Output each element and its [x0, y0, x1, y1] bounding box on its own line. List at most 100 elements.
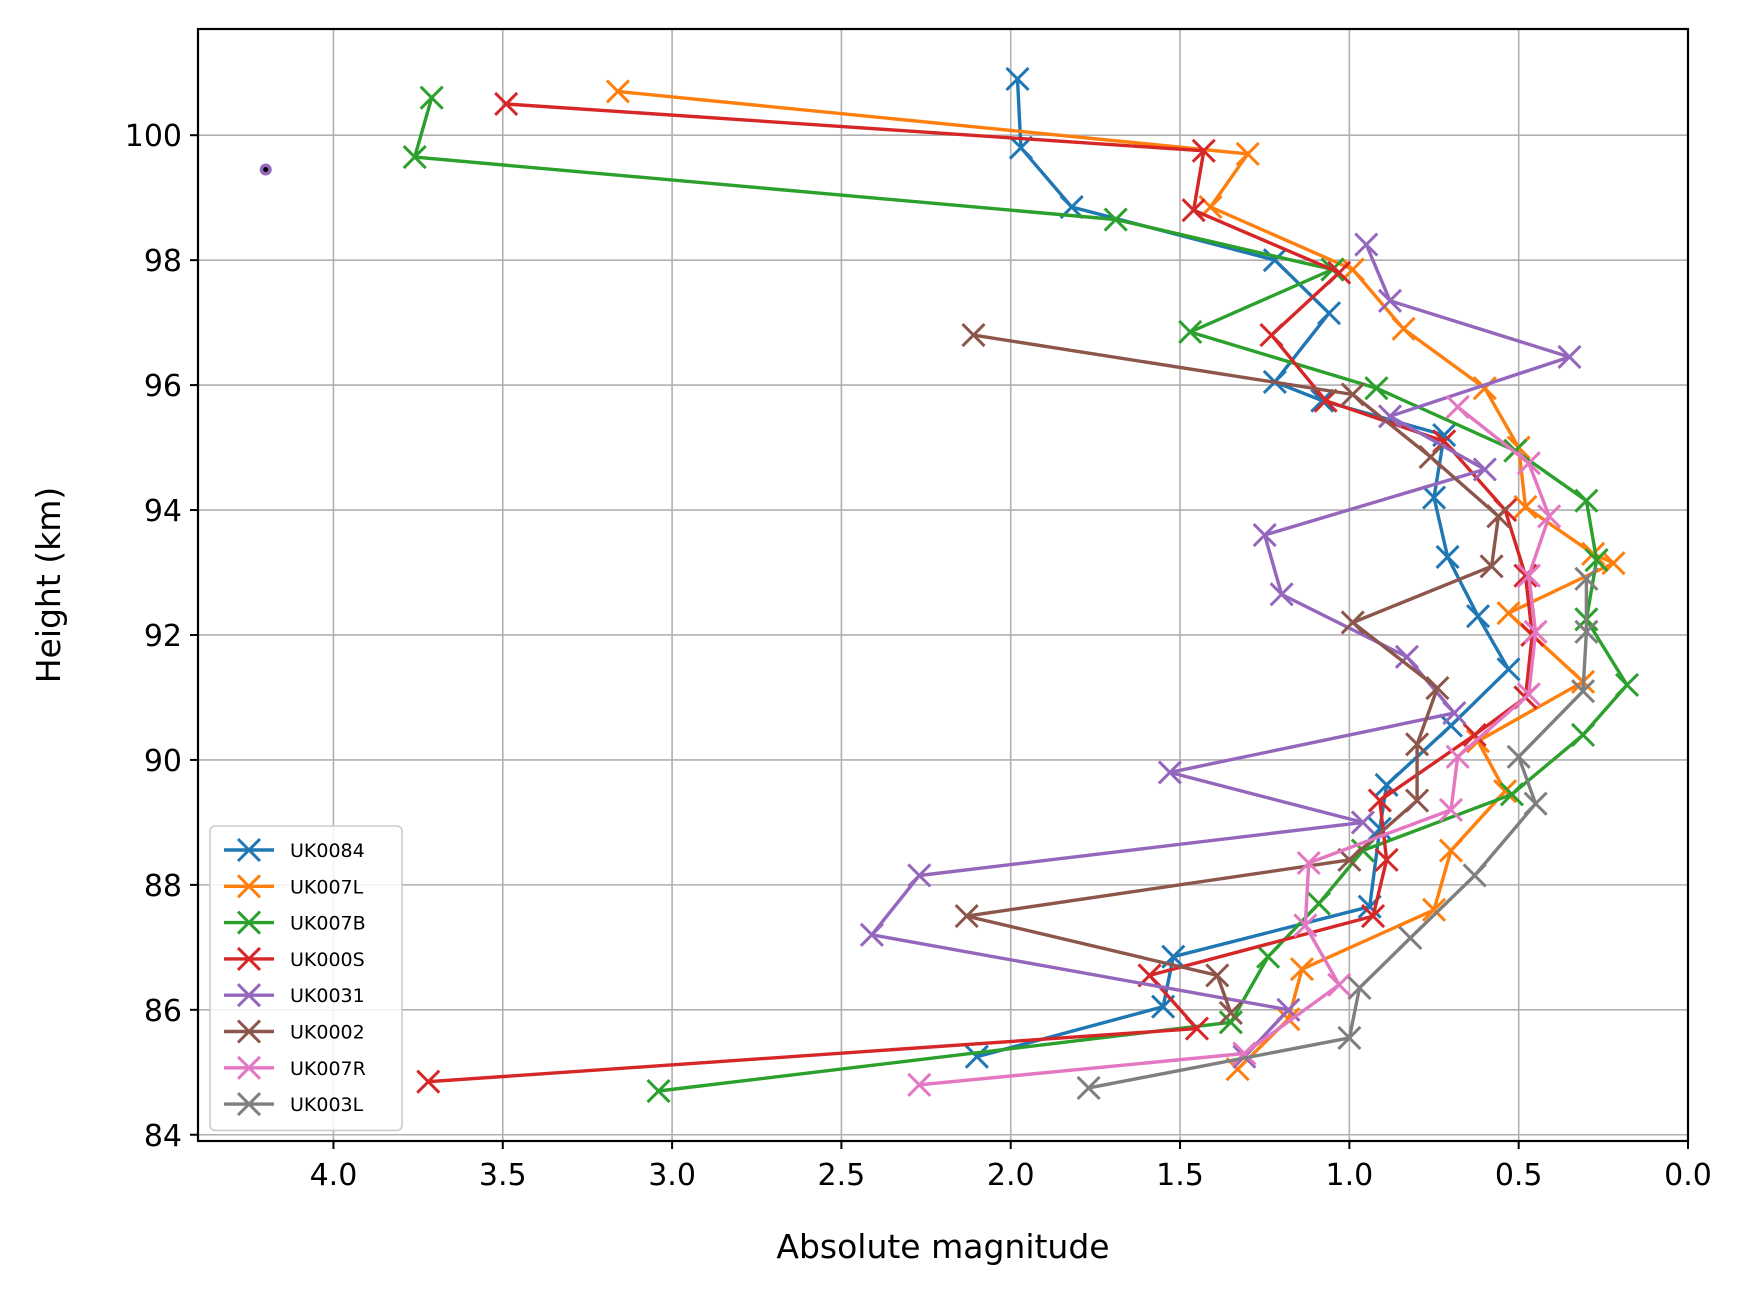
y-axis-title: Height (km) — [29, 487, 68, 684]
data-point-uk007l — [605, 79, 630, 104]
data-point-uk007b — [1178, 319, 1203, 345]
data-point-uk0002 — [1205, 963, 1230, 988]
data-point-uk0084 — [1435, 544, 1460, 569]
data-point-uk000s — [1367, 788, 1392, 813]
data-point-uk007l — [1496, 601, 1521, 626]
data-point-uk0084 — [1421, 485, 1447, 510]
y-tick-label: 84 — [144, 1119, 182, 1154]
y-tick-label: 94 — [144, 494, 182, 529]
x-tick-label: 2.0 — [987, 1158, 1035, 1193]
data-point-uk0084 — [1367, 816, 1392, 841]
legend-label: UK0084 — [290, 840, 365, 862]
legend-entry-uk0084: UK0084 — [224, 837, 365, 863]
data-point-uk000s — [1462, 722, 1487, 747]
data-point-uk0031 — [1252, 522, 1277, 548]
data-point-uk0031 — [1350, 810, 1375, 835]
data-point-uk0031 — [1472, 457, 1497, 482]
legend-label: UK0002 — [290, 1022, 365, 1044]
y-tick-label: 96 — [144, 369, 182, 404]
legend-box — [209, 825, 403, 1132]
data-point-uk007r — [1516, 682, 1541, 707]
data-point-uk0002 — [1486, 504, 1511, 529]
legend-marker — [236, 1019, 262, 1044]
x-tick-label: 3.5 — [479, 1158, 527, 1193]
series-line-uk000s — [428, 102, 1534, 1084]
series-uk0031 — [859, 232, 1582, 1069]
data-point-uk007l — [1421, 897, 1447, 922]
data-point-uk0031 — [1442, 701, 1467, 726]
legend-marker — [236, 946, 262, 971]
legend-entry-uk0031: UK0031 — [224, 983, 365, 1008]
data-point-uk007b — [1574, 488, 1599, 513]
legend-marker — [236, 910, 262, 935]
data-point-uk007r — [1445, 744, 1470, 769]
data-point-uk007b — [1306, 891, 1331, 916]
legend-marker — [236, 1092, 262, 1117]
data-point-uk000s — [416, 1069, 441, 1094]
data-point-uk007r — [1516, 563, 1541, 588]
data-point-uk000s — [1181, 198, 1206, 223]
y-tick-label: 100 — [125, 119, 182, 154]
data-point-uk0031 — [859, 922, 884, 947]
data-point-uk007r — [1516, 451, 1541, 476]
tick-layer: 4.0 3.5 3.0 2.5 2.0 1.5 1.0 0.5 0.0 84 86 88 90 92 94 9… — [125, 119, 1712, 1193]
series-uk003l — [1076, 566, 1599, 1100]
data-point-uk003l — [1506, 744, 1531, 769]
data-point-uk003l — [1398, 925, 1423, 951]
data-point-uk0031 — [1157, 760, 1182, 785]
data-point-uk007b — [1103, 207, 1128, 232]
data-point-uk000s — [1361, 904, 1386, 929]
data-point-uk007r — [1293, 913, 1318, 938]
x-tick-label: 3.0 — [648, 1158, 696, 1193]
data-point-uk007b — [1499, 782, 1524, 807]
data-point-uk007b — [1256, 944, 1281, 969]
data-point-uk007b — [402, 145, 427, 170]
data-point-uk0031 — [1377, 404, 1403, 429]
data-point-uk003l — [1574, 566, 1599, 591]
data-point-uk0031 — [907, 863, 932, 888]
x-tick-label: 2.5 — [818, 1158, 866, 1193]
data-point-uk003l — [1570, 679, 1596, 704]
legend-label: UK007R — [290, 1058, 366, 1080]
data-point-uk0084 — [1496, 657, 1521, 682]
data-point-uk000s — [1184, 1016, 1210, 1041]
data-point-uk0031 — [1557, 344, 1582, 370]
y-tick-label: 86 — [144, 994, 182, 1029]
data-point-uk007r — [1523, 619, 1548, 644]
legend-entry-uk000s: UK000S — [224, 946, 365, 971]
data-point-uk000s — [494, 91, 519, 117]
data-point-uk0031 — [1354, 232, 1379, 257]
series-uk007r — [907, 394, 1562, 1097]
series-line-uk003l — [1088, 578, 1589, 1090]
data-point-uk000s — [1191, 138, 1216, 163]
series-layer — [259, 66, 1640, 1104]
data-point-uk0002 — [1479, 554, 1504, 579]
data-point-uk007b — [1364, 376, 1389, 401]
series-uk0084 — [964, 66, 1521, 1069]
data-point-uk0002 — [1418, 444, 1443, 469]
x-tick-label: 1.0 — [1326, 1158, 1374, 1193]
legend-entry-uk007r: UK007R — [224, 1055, 366, 1080]
legend-entry-uk007b: UK007B — [224, 910, 366, 935]
legend-marker — [236, 837, 262, 863]
data-point-uk007r — [907, 1072, 932, 1097]
data-point-uk0002 — [1425, 676, 1450, 701]
data-point-uk007b — [1570, 722, 1596, 747]
data-point-uk0084 — [1465, 604, 1491, 629]
x-tick-label: 0.5 — [1495, 1158, 1543, 1193]
data-point-uk007l — [1235, 141, 1260, 167]
data-point-uk0002 — [954, 904, 979, 929]
data-point-uk0031 — [1394, 644, 1419, 669]
data-point-uk007l — [1391, 316, 1416, 341]
legend-marker — [236, 874, 262, 899]
legend-marker — [236, 1055, 262, 1080]
legend-label: UK007B — [290, 913, 366, 935]
data-point-uk003l — [1337, 1025, 1362, 1050]
data-point-uk0002 — [1405, 788, 1430, 813]
data-point-uk0084 — [1005, 66, 1030, 92]
data-point-uk007b — [419, 85, 444, 110]
y-tick-label: 88 — [144, 869, 182, 904]
data-point-uk007l — [1289, 957, 1315, 982]
series-uk000s — [416, 91, 1545, 1094]
